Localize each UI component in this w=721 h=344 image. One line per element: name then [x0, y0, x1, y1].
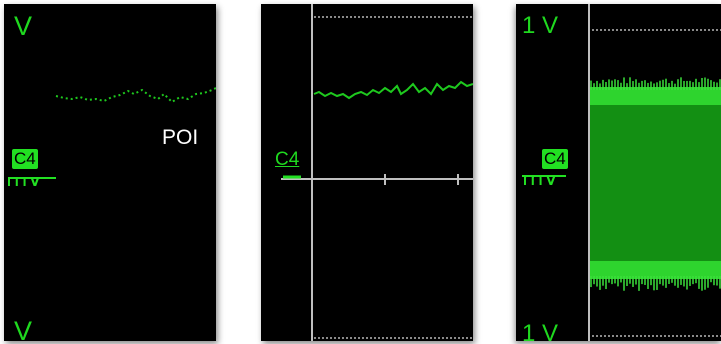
- scope-panel-right: 1 V C4 mV 1 V: [516, 4, 721, 341]
- scope-panel-middle: C4: [261, 4, 473, 341]
- waveform-trace-dotted: [55, 87, 216, 104]
- noise-envelope-bottom-edge: [590, 261, 721, 279]
- unit-label-mv: mV: [6, 177, 43, 190]
- cursor-label-poi: POI: [162, 126, 199, 149]
- noise-envelope-fill: [590, 100, 721, 274]
- bottom-scale-label: 1 V: [522, 320, 559, 342]
- waveform-trace: [313, 80, 473, 100]
- channel-label-c4[interactable]: C4: [275, 149, 300, 170]
- unit-label-mv-clipped: mV: [520, 176, 580, 189]
- grid-and-noise-band: [588, 4, 721, 341]
- noise-spikes: [590, 77, 721, 291]
- channel-badge-c4[interactable]: C4: [542, 149, 568, 169]
- scope-panel-left: V POI C4 mV V: [4, 4, 216, 341]
- grid-and-trace: [281, 4, 473, 341]
- top-scale-label: 1 V: [522, 12, 559, 39]
- noise-envelope-top-edge: [590, 87, 721, 105]
- bottom-scale-label: V: [14, 316, 33, 342]
- top-scale-label: V: [14, 11, 33, 41]
- unit-label-mv-clipped: mV: [4, 177, 64, 190]
- channel-badge-c4[interactable]: C4: [12, 149, 38, 169]
- unit-label-mv: mV: [522, 176, 559, 189]
